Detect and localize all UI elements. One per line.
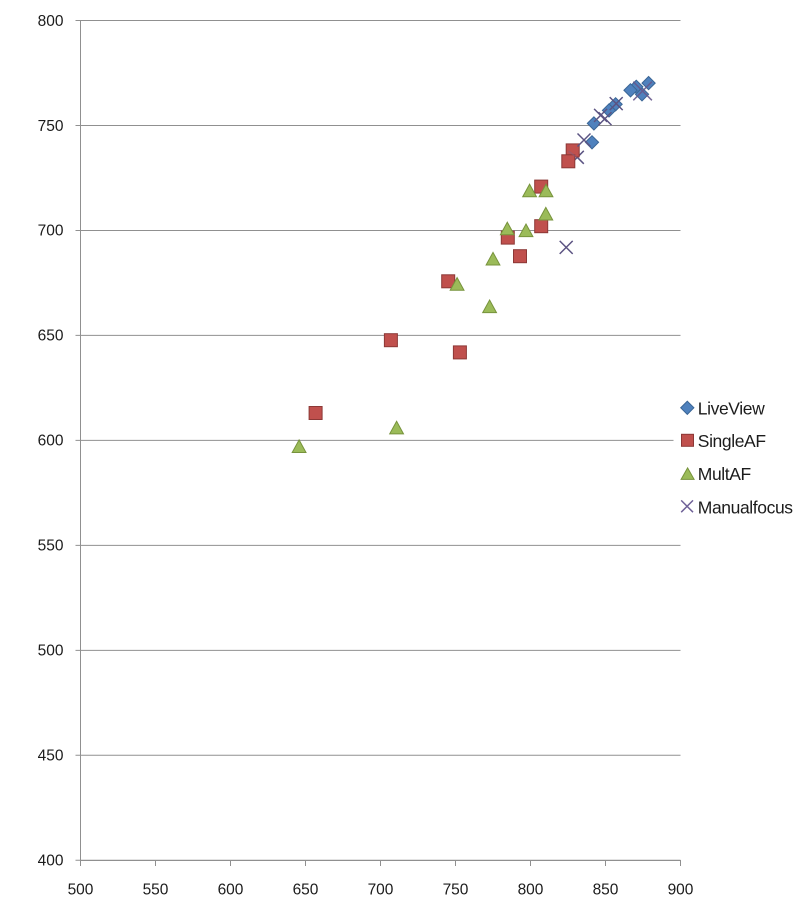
svg-text:800: 800	[38, 13, 64, 30]
svg-text:SingleAF: SingleAF	[698, 431, 766, 451]
svg-text:600: 600	[218, 882, 244, 899]
svg-text:MultAF: MultAF	[698, 464, 751, 484]
svg-text:850: 850	[593, 882, 619, 899]
svg-text:650: 650	[293, 882, 319, 899]
svg-text:800: 800	[518, 882, 544, 899]
svg-text:500: 500	[38, 643, 64, 660]
svg-text:750: 750	[443, 882, 469, 899]
svg-text:600: 600	[38, 433, 64, 450]
svg-text:900: 900	[668, 882, 694, 899]
svg-text:550: 550	[38, 538, 64, 555]
svg-text:650: 650	[38, 328, 64, 345]
svg-text:400: 400	[38, 853, 64, 870]
svg-text:550: 550	[143, 882, 169, 899]
svg-text:700: 700	[38, 223, 64, 240]
svg-text:700: 700	[368, 882, 394, 899]
svg-text:450: 450	[38, 748, 64, 765]
svg-text:750: 750	[38, 118, 64, 135]
svg-text:Manualfocus: Manualfocus	[698, 497, 793, 517]
svg-text:LiveView: LiveView	[698, 398, 765, 418]
svg-text:500: 500	[68, 882, 94, 899]
